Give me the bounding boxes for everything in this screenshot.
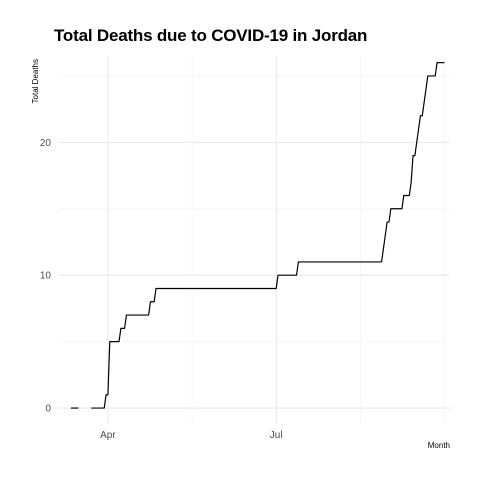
x-axis-title: Month bbox=[428, 441, 450, 450]
series-layer bbox=[70, 62, 445, 409]
x-tick-label: Apr bbox=[100, 430, 116, 441]
x-tick-labels: Apr Jul bbox=[100, 430, 282, 441]
chart-title: Total Deaths due to COVID-19 in Jordan bbox=[54, 26, 368, 45]
series-line bbox=[91, 62, 445, 409]
y-tick-labels: 0 10 20 bbox=[40, 138, 52, 415]
y-axis-title: Total Deaths bbox=[31, 59, 40, 103]
y-tick-label: 20 bbox=[40, 138, 52, 149]
y-tick-label: 10 bbox=[40, 271, 52, 282]
minor-gridlines bbox=[58, 56, 450, 424]
y-tick-label: 0 bbox=[45, 404, 51, 415]
x-tick-label: Jul bbox=[270, 430, 283, 441]
major-gridlines bbox=[58, 56, 450, 424]
